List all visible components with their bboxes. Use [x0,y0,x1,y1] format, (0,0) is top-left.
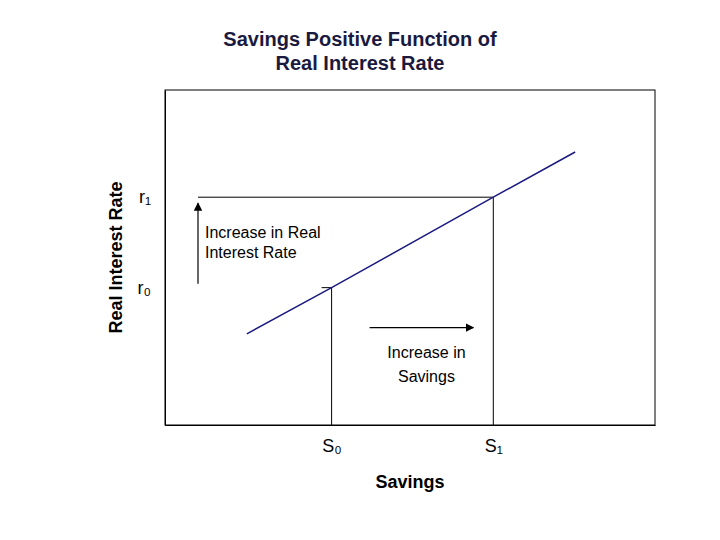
savings-line [247,152,575,334]
tick-label: S₁ [485,436,503,456]
guide-line [331,288,332,425]
y-axis: r₀ r₁ [138,91,166,426]
axis-line [166,425,656,426]
guide-line [198,197,493,198]
x-axis-title: Savings [375,472,444,492]
guide-line [493,197,494,425]
arrow [370,327,474,328]
arrow [197,203,198,283]
tick: r₀ [138,278,165,298]
chart-container: r₀r₁S₀S₁Increase in RealInterest RateInc… [0,0,720,540]
y-axis-title: Real Interest Rate [106,181,126,333]
series-group [247,152,575,334]
chart: r₀r₁S₀S₁Increase in RealInterest RateInc… [0,0,720,540]
tick: S₁ [485,425,503,456]
tick: S₀ [322,425,341,456]
annotation: Increase in RealInterest Rate [205,224,321,261]
tick-label: r₀ [138,278,151,298]
tick-label: S₀ [322,436,341,456]
title: Savings Positive Function ofReal Interes… [223,28,497,74]
plot: r₀r₁S₀S₁Increase in RealInterest RateInc… [138,90,656,456]
guides [198,197,493,425]
tick-label: r₁ [139,187,151,207]
annotations: Increase in RealInterest Rate Increase in… [198,203,473,384]
tick: r₁ [139,187,165,207]
axis-line [165,91,166,426]
x-axis: S₀ S₁ [166,425,656,456]
annotation: Increase inSavings [387,344,465,385]
plot-frame [165,90,655,425]
